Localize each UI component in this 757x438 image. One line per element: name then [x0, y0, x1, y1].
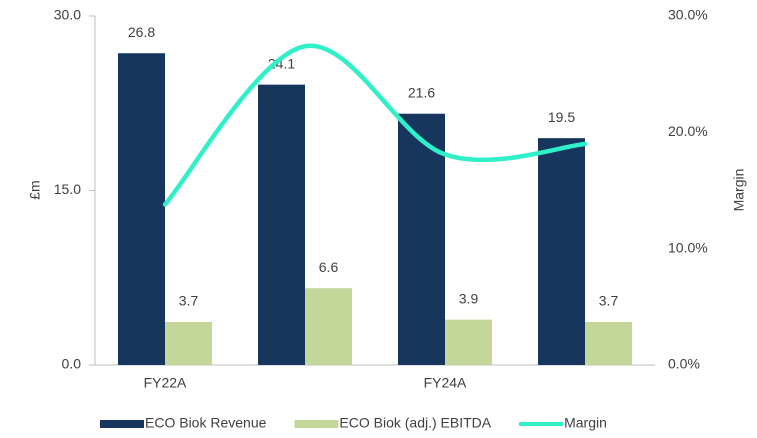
bar [118, 53, 165, 366]
data-label: 21.6 [408, 84, 435, 100]
y2-tick-label: 30.0% [668, 7, 708, 23]
y2-axis-label: Margin [731, 169, 747, 212]
bar [258, 84, 305, 366]
bar [445, 319, 492, 365]
y-tick-label: 0.0 [62, 356, 82, 372]
data-label: 19.5 [548, 109, 575, 125]
data-label: 24.1 [268, 55, 295, 71]
y-axis-label: £m [27, 180, 43, 199]
margin-line [162, 43, 588, 207]
bar [398, 113, 445, 365]
legend-label: ECO Biok (adj.) EBITDA [339, 415, 491, 431]
y-tick-label: 30.0 [54, 7, 81, 23]
data-label: 6.6 [319, 259, 339, 275]
bar [305, 288, 352, 365]
x-tick-label: FY22A [144, 375, 187, 391]
legend-swatch [100, 420, 144, 428]
bar [165, 321, 212, 365]
legend-label: Margin [564, 415, 607, 431]
y2-tick-label: 20.0% [668, 123, 708, 139]
data-label: 26.8 [128, 24, 155, 40]
data-label: 3.9 [459, 290, 479, 306]
y2-tick-label: 0.0% [668, 356, 700, 372]
data-label: 3.7 [179, 293, 199, 309]
legend-swatch [294, 420, 339, 428]
legend-label: ECO Biok Revenue [145, 415, 267, 431]
y2-tick-label: 10.0% [668, 239, 708, 255]
bar [585, 321, 632, 365]
y-tick-label: 15.0 [54, 181, 81, 197]
x-tick-label: FY24A [424, 375, 467, 391]
data-label: 3.7 [599, 293, 619, 309]
bar [538, 138, 585, 365]
